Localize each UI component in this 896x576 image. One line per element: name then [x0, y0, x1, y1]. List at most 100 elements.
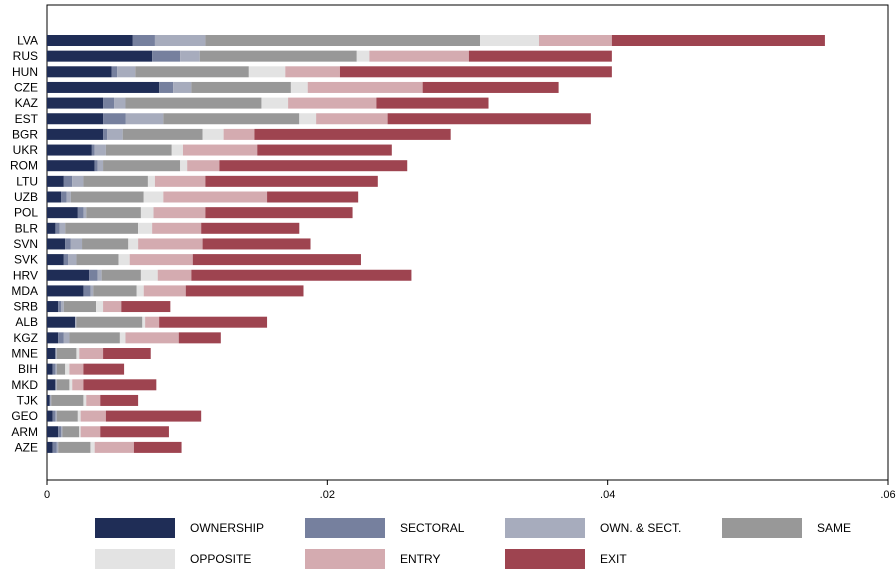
category-label: GEO [11, 409, 38, 423]
bar-srb-ownership [47, 301, 59, 313]
bar-kgz-exit [178, 332, 221, 344]
bar-cze-own-sect [173, 81, 192, 93]
bar-rom-own-sect [97, 160, 104, 172]
legend-label-entry: ENTRY [400, 552, 440, 566]
bar-kgz-same [69, 332, 120, 344]
bar-kaz-sectoral [103, 97, 115, 109]
bar-aze-entry [94, 441, 134, 453]
bar-kaz-entry [288, 97, 377, 109]
bar-svk-entry [129, 254, 193, 266]
bar-geo-sectoral [52, 410, 56, 422]
bar-ltu-exit [205, 175, 378, 187]
bar-svk-ownership [47, 254, 64, 266]
bar-rom-opposite [180, 160, 188, 172]
legend-label-ownership: OWNERSHIP [190, 521, 264, 535]
category-label: UKR [13, 143, 39, 157]
bar-svn-opposite [128, 238, 139, 250]
bar-kaz-same [125, 97, 262, 109]
bar-mkd-opposite [69, 379, 73, 391]
bar-rom-ownership [47, 160, 95, 172]
bar-pol-same [86, 207, 141, 219]
bar-svn-own-sect [70, 238, 83, 250]
bar-blr-own-sect [59, 222, 66, 234]
category-label: LTU [16, 174, 38, 188]
legend-label-same: SAME [817, 521, 851, 535]
bar-srb-same [63, 301, 97, 313]
bar-rus-exit [468, 50, 612, 62]
x-axis: 0 .02 .04 .06 [44, 480, 896, 501]
category-label: CZE [14, 80, 38, 94]
bar-hun-opposite [248, 66, 286, 78]
bar-tjk-exit [100, 394, 139, 406]
bar-blr-same [65, 222, 139, 234]
category-label: ROM [10, 159, 38, 173]
bar-cze-opposite [290, 81, 308, 93]
bar-rus-ownership [47, 50, 153, 62]
bar-alb-entry [145, 316, 160, 328]
bar-mda-own-sect [90, 285, 94, 297]
bar-rom-sectoral [94, 160, 98, 172]
bar-uzb-entry [163, 191, 268, 203]
bar-svn-sectoral [65, 238, 71, 250]
bar-geo-opposite [77, 410, 81, 422]
bar-kgz-ownership [47, 332, 59, 344]
bar-kaz-ownership [47, 97, 104, 109]
bar-ukr-exit [257, 144, 392, 156]
bar-cze-same [191, 81, 291, 93]
bar-arm-same [62, 426, 80, 438]
bar-tjk-own-sect [49, 394, 52, 406]
bar-ltu-entry [154, 175, 206, 187]
bar-aze-sectoral [52, 441, 57, 453]
legend-swatch-exit [505, 549, 585, 569]
bar-srb-opposite [96, 301, 104, 313]
bar-ukr-opposite [171, 144, 183, 156]
bar-lva-entry [538, 35, 612, 46]
bar-tjk-same [51, 394, 84, 406]
bar-bih-same [56, 363, 66, 375]
bar-bih-own-sect [55, 363, 57, 375]
bar-blr-exit [201, 222, 300, 234]
category-label: SRB [13, 300, 38, 314]
bar-svn-same [82, 238, 129, 250]
bar-mkd-ownership [47, 379, 56, 391]
bar-hun-exit [339, 66, 612, 78]
bar-kgz-opposite [119, 332, 126, 344]
bar-svk-sectoral [63, 254, 69, 266]
bar-rus-opposite [356, 50, 370, 62]
bar-kgz-entry [125, 332, 179, 344]
bar-geo-own-sect [55, 410, 57, 422]
bar-hrv-exit [191, 269, 412, 281]
bar-geo-exit [105, 410, 202, 422]
bar-aze-exit [133, 441, 182, 453]
bar-bih-sectoral [52, 363, 56, 375]
bar-ltu-own-sect [72, 175, 84, 187]
bar-srb-exit [121, 301, 171, 313]
bar-est-entry [316, 113, 388, 125]
bar-lva-ownership [47, 35, 133, 46]
bar-uzb-ownership [47, 191, 62, 203]
category-label: AZE [15, 440, 38, 454]
bar-bgr-opposite [202, 128, 224, 140]
bar-ukr-sectoral [91, 144, 95, 156]
legend-swatch-own-sect [505, 518, 585, 538]
category-label: MDA [11, 284, 38, 298]
bar-kaz-own-sect [114, 97, 126, 109]
category-label: EST [15, 112, 39, 126]
bar-ukr-same [105, 144, 172, 156]
bar-rom-entry [187, 160, 220, 172]
bar-ukr-entry [182, 144, 258, 156]
legend-label-opposite: OPPOSITE [190, 552, 251, 566]
bar-aze-same [58, 441, 91, 453]
bar-pol-own-sect [83, 207, 87, 219]
bar-bgr-sectoral [103, 128, 108, 140]
bar-alb-own-sect [75, 316, 77, 328]
bar-est-sectoral [103, 113, 126, 125]
bar-ltu-ownership [47, 175, 64, 187]
bar-kaz-opposite [261, 97, 289, 109]
category-label: BLR [15, 221, 39, 235]
bar-geo-entry [80, 410, 106, 422]
bar-mda-ownership [47, 285, 84, 297]
bar-arm-exit [100, 426, 169, 438]
bar-uzb-opposite [143, 191, 164, 203]
bar-pol-ownership [47, 207, 78, 219]
